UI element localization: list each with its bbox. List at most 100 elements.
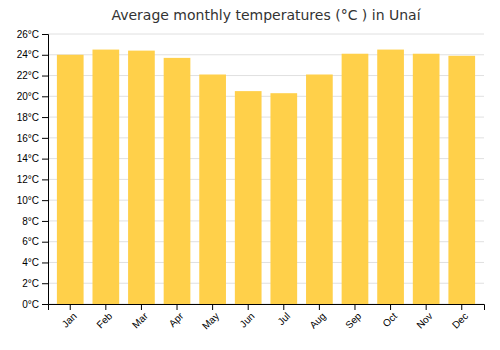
- x-tick-mark: [390, 304, 391, 310]
- y-tick-mark: [42, 138, 48, 139]
- y-tick-label: 24°C: [17, 49, 39, 60]
- bar: [128, 51, 155, 304]
- y-tick: 16°C: [17, 133, 48, 144]
- x-axis-line: [49, 305, 485, 311]
- y-tick-mark: [42, 283, 48, 284]
- y-tick-mark: [42, 242, 48, 243]
- y-tick-mark: [42, 117, 48, 118]
- bar: [164, 58, 191, 304]
- x-tick-label: Oct: [380, 310, 399, 329]
- y-tick-mark: [42, 96, 48, 97]
- y-tick-label: 16°C: [17, 133, 39, 144]
- y-tick-mark: [42, 221, 48, 222]
- y-tick-mark: [42, 262, 48, 263]
- plot-area: 0°C 2°C 4°C 6°C 8°C 10°C 12°C 14°C 16°C 18°C 20°C 2…: [17, 29, 485, 332]
- x-tick-label: Jan: [60, 310, 79, 329]
- x-tick-mark: [70, 304, 71, 310]
- x-tick-mark: [141, 304, 142, 310]
- y-tick-label: 0°C: [22, 299, 39, 310]
- x-tick: Mar: [130, 304, 150, 330]
- x-tick-label: Dec: [450, 310, 470, 330]
- y-tick-label: 26°C: [17, 29, 39, 40]
- y-tick-mark: [42, 159, 48, 160]
- bar: [57, 55, 84, 304]
- x-tick-mark: [177, 304, 178, 310]
- x-tick-label: Feb: [94, 310, 114, 330]
- x-tick-label: Apr: [167, 310, 186, 329]
- bar: [270, 93, 297, 304]
- y-tick: 18°C: [17, 112, 48, 123]
- y-tick: 22°C: [17, 70, 48, 81]
- y-tick-label: 22°C: [17, 70, 39, 81]
- bar: [235, 91, 262, 304]
- y-tick-mark: [42, 304, 48, 305]
- x-tick: May: [200, 304, 221, 332]
- x-tick-mark: [283, 304, 284, 310]
- x-tick-mark: [319, 304, 320, 310]
- chart: 0°C 2°C 4°C 6°C 8°C 10°C 12°C 14°C 16°C 18°C 20°C 2…: [0, 0, 500, 350]
- y-tick-mark: [42, 200, 48, 201]
- y-tick: 20°C: [17, 91, 48, 102]
- y-tick: 12°C: [17, 174, 48, 185]
- x-tick: Sep: [343, 304, 364, 331]
- y-tick-label: 20°C: [17, 91, 39, 102]
- bar: [92, 50, 119, 304]
- x-tick-mark: [354, 304, 355, 310]
- bar: [448, 56, 475, 304]
- x-tick-mark: [461, 304, 462, 310]
- x-tick-label: Sep: [343, 310, 364, 331]
- y-tick-mark: [42, 55, 48, 56]
- x-tick: Jun: [238, 304, 257, 330]
- y-tick-mark: [42, 76, 48, 77]
- y-tick: 4°C: [22, 257, 48, 268]
- x-tick: Apr: [167, 304, 186, 329]
- x-tick: Feb: [94, 304, 114, 330]
- x-tick: Nov: [414, 304, 434, 331]
- title: Average monthly temperatures (°C ) in Un…: [111, 7, 421, 23]
- y-tick: 0°C: [22, 299, 48, 310]
- x-tick-label: Nov: [414, 310, 434, 330]
- x-tick-mark: [426, 304, 427, 310]
- x-tick: Jan: [60, 304, 79, 330]
- y-tick-mark: [42, 34, 48, 35]
- y-tick: 26°C: [17, 29, 48, 40]
- y-tick-label: 2°C: [22, 278, 39, 289]
- x-tick: Jul: [275, 304, 292, 327]
- grid-line: [48, 34, 484, 35]
- bars: [57, 50, 475, 304]
- x-tick: Dec: [450, 304, 470, 331]
- bar: [199, 75, 226, 305]
- x-tick: Aug: [308, 304, 328, 331]
- y-tick-label: 14°C: [17, 153, 39, 164]
- x-tick-mark: [105, 304, 106, 310]
- y-axis: 0°C 2°C 4°C 6°C 8°C 10°C 12°C 14°C 16°C 18°C 20°C 2…: [17, 29, 49, 310]
- x-tick-mark: [248, 304, 249, 310]
- y-tick: 8°C: [22, 216, 48, 227]
- y-tick: 14°C: [17, 153, 48, 164]
- x-tick: Oct: [380, 304, 399, 329]
- y-tick-label: 10°C: [17, 195, 39, 206]
- y-tick: 2°C: [22, 278, 48, 289]
- x-tick-label: Jun: [238, 310, 257, 329]
- bar: [377, 50, 404, 304]
- grid: [48, 34, 484, 304]
- y-tick: 10°C: [17, 195, 48, 206]
- bar: [306, 75, 333, 305]
- y-axis-line: [42, 35, 49, 305]
- y-tick-label: 12°C: [17, 174, 39, 185]
- y-tick-label: 8°C: [22, 216, 39, 227]
- y-tick-label: 18°C: [17, 112, 39, 123]
- y-tick: 6°C: [22, 236, 48, 247]
- bar: [342, 54, 369, 304]
- y-tick-label: 4°C: [22, 257, 39, 268]
- x-tick-label: Mar: [130, 310, 150, 330]
- y-tick: 24°C: [17, 49, 48, 60]
- x-tick-label: Jul: [275, 310, 292, 327]
- bar: [413, 54, 440, 304]
- y-tick-mark: [42, 179, 48, 180]
- x-tick-label: May: [200, 310, 221, 331]
- x-tick-label: Aug: [308, 310, 328, 330]
- y-tick-label: 6°C: [22, 236, 39, 247]
- x-tick-mark: [212, 304, 213, 310]
- x-axis: Jan Feb Mar Apr May Jun Jul Aug Sep Oct Nov Dec: [49, 304, 485, 332]
